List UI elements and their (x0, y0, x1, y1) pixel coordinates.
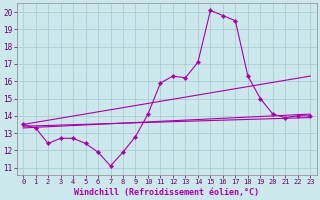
X-axis label: Windchill (Refroidissement éolien,°C): Windchill (Refroidissement éolien,°C) (74, 188, 259, 197)
